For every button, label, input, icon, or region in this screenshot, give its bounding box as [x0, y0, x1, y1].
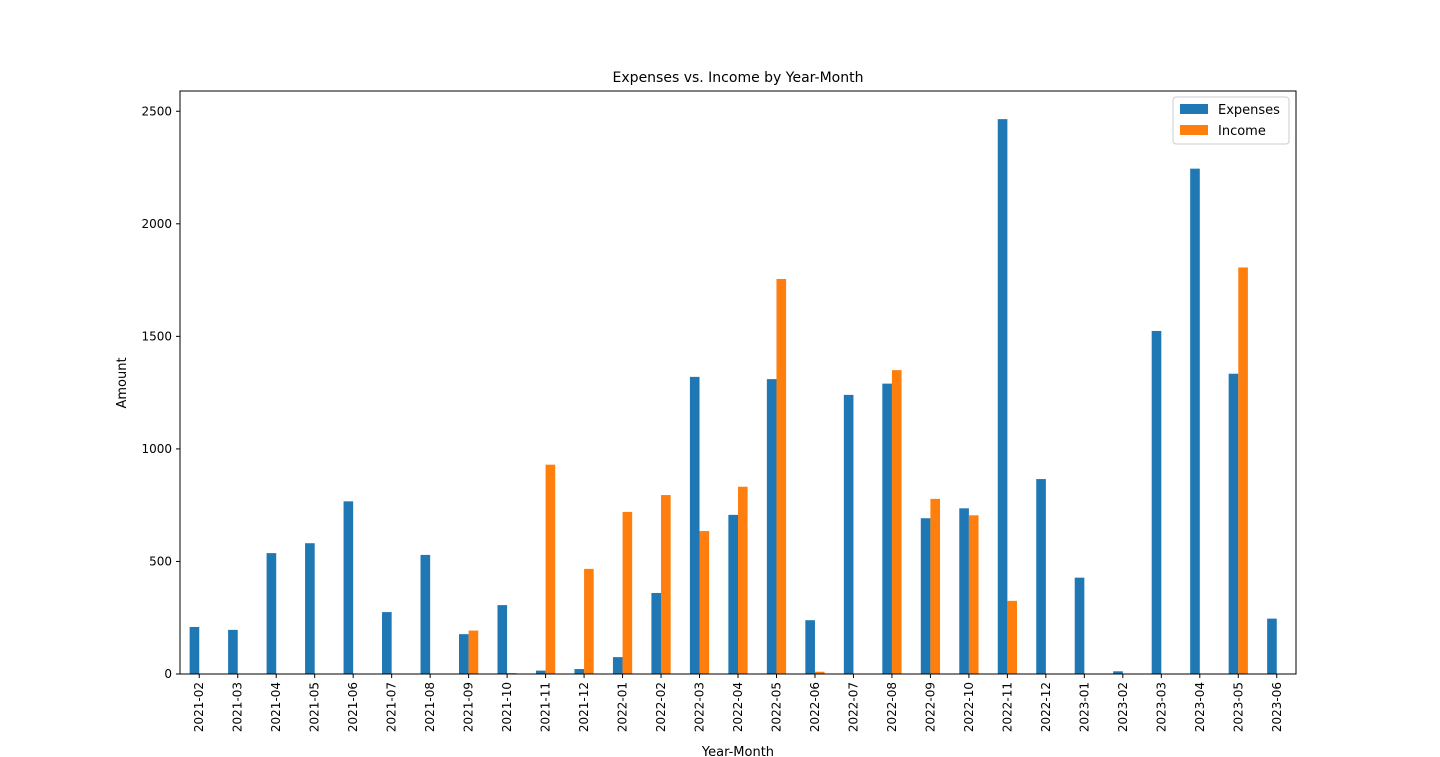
bar-income-2022-02 [661, 495, 671, 674]
bar-expenses-2022-11 [997, 119, 1008, 674]
x-tick-label: 2021-08 [423, 682, 437, 732]
y-tick-label: 1500 [141, 329, 172, 343]
y-tick-label: 0 [164, 667, 172, 681]
x-tick-label: 2021-10 [500, 682, 514, 732]
bar-expenses-2022-06 [805, 620, 815, 674]
bar-expenses-2022-02 [651, 592, 662, 674]
x-ticks: 2021-02 2021-03 2021-04 2021-05 2021-06 2021-… [192, 674, 1284, 732]
x-tick-label: 2023-03 [1154, 682, 1168, 732]
bar-expenses-2023-03 [1151, 330, 1162, 674]
legend-label-expenses: Expenses [1218, 103, 1280, 118]
bar-income-2022-08 [891, 370, 902, 674]
x-tick-label: 2022-09 [923, 682, 937, 732]
bar-expenses-2022-03 [689, 376, 700, 674]
bar-income-2021-09 [468, 630, 479, 674]
legend-label-income: Income [1218, 124, 1266, 139]
bars-group [189, 119, 1277, 674]
x-tick-label: 2022-10 [962, 682, 976, 732]
bar-expenses-2022-04 [728, 514, 738, 674]
x-axis-label: Year-Month [701, 745, 774, 757]
bar-income-2022-05 [776, 278, 787, 674]
bar-income-2022-10 [968, 515, 979, 674]
bar-expenses-2021-10 [497, 605, 508, 674]
x-tick-label: 2022-07 [846, 682, 860, 732]
chart-title: Expenses vs. Income by Year-Month [613, 70, 864, 86]
bar-income-2022-11 [1007, 600, 1017, 674]
legend-swatch-income [1180, 125, 1208, 135]
bar-expenses-2023-01 [1074, 577, 1085, 674]
bar-income-2021-12 [584, 568, 594, 674]
x-tick-label: 2021-02 [192, 682, 206, 732]
y-tick-label: 500 [149, 554, 172, 568]
bar-income-2021-11 [545, 464, 556, 674]
y-tick-label: 1000 [141, 442, 172, 456]
x-tick-label: 2021-06 [346, 682, 360, 732]
x-tick-label: 2021-05 [308, 682, 322, 732]
x-tick-label: 2022-12 [1039, 682, 1053, 732]
x-tick-label: 2021-04 [269, 682, 283, 732]
bar-expenses-2021-12 [574, 669, 585, 674]
x-tick-label: 2022-08 [885, 682, 899, 732]
bar-expenses-2021-07 [382, 612, 392, 674]
bar-expenses-2021-06 [343, 501, 354, 674]
legend-swatch-expenses [1180, 104, 1208, 114]
x-tick-label: 2022-06 [808, 682, 822, 732]
bar-income-2023-05 [1238, 267, 1248, 674]
bar-expenses-2021-04 [266, 553, 277, 674]
bar-expenses-2022-05 [766, 379, 777, 674]
plot-frame [179, 90, 1297, 675]
x-tick-label: 2021-09 [462, 682, 476, 732]
bar-expenses-2023-05 [1228, 373, 1239, 674]
x-tick-label: 2022-04 [731, 682, 745, 732]
legend: Expenses Income [1172, 96, 1290, 145]
x-tick-label: 2022-01 [616, 682, 630, 732]
bar-expenses-2021-05 [305, 543, 315, 674]
bar-expenses-2022-01 [612, 657, 623, 674]
x-tick-label: 2022-02 [654, 682, 668, 732]
y-tick-label: 2500 [141, 104, 172, 118]
x-tick-label: 2021-12 [577, 682, 591, 732]
bar-income-2022-06 [814, 671, 825, 674]
bar-income-2022-01 [622, 511, 633, 674]
bar-expenses-2022-12 [1036, 479, 1046, 674]
bar-expenses-2023-04 [1190, 168, 1200, 674]
x-tick-label: 2023-04 [1193, 682, 1207, 732]
x-tick-label: 2023-06 [1270, 682, 1284, 732]
bar-expenses-2023-02 [1113, 671, 1123, 674]
bar-expenses-2021-09 [459, 634, 469, 674]
x-tick-label: 2022-05 [769, 682, 783, 732]
x-tick-label: 2023-02 [1116, 682, 1130, 732]
bar-expenses-2021-02 [189, 626, 200, 674]
bar-income-2022-04 [738, 486, 748, 674]
bar-expenses-2022-07 [843, 394, 854, 674]
bar-income-2022-09 [930, 498, 941, 674]
x-tick-label: 2023-01 [1077, 682, 1091, 732]
x-tick-label: 2023-05 [1231, 682, 1245, 732]
x-tick-label: 2021-11 [539, 682, 553, 732]
x-tick-label: 2021-03 [231, 682, 245, 732]
bar-expenses-2021-11 [535, 670, 546, 674]
y-ticks: 0 500 1000 1500 2000 2500 [141, 104, 180, 681]
bar-expenses-2021-03 [228, 629, 238, 674]
bar-expenses-2022-09 [920, 518, 931, 674]
y-axis-label: Amount [115, 357, 130, 408]
bar-expenses-2021-08 [420, 554, 431, 674]
y-tick-label: 2000 [141, 217, 172, 231]
bar-expenses-2022-08 [882, 383, 892, 674]
x-tick-label: 2021-07 [385, 682, 399, 732]
bar-income-2022-03 [699, 531, 710, 674]
x-tick-label: 2022-11 [1000, 682, 1014, 732]
bar-expenses-2022-10 [959, 508, 969, 674]
bar-expenses-2023-06 [1267, 618, 1277, 674]
x-tick-label: 2022-03 [693, 682, 707, 732]
